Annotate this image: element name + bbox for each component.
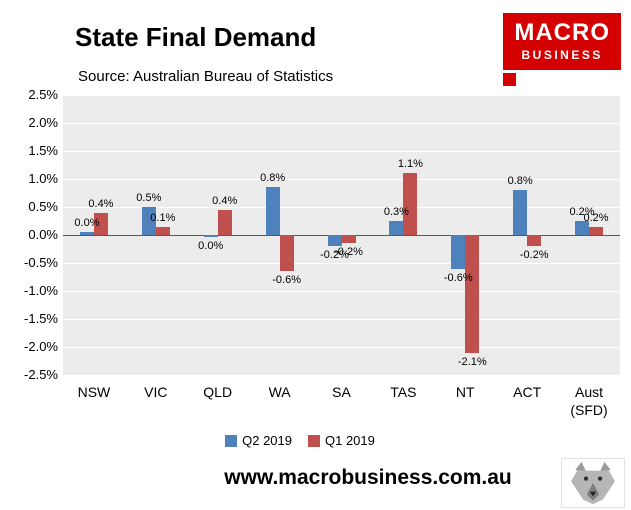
- y-tick-label: 1.5%: [28, 143, 58, 158]
- x-axis: NSW VIC QLD WA SA TAS NT ACT Aust (SFD): [63, 383, 620, 423]
- plot-area: 0.0% 0.5% 0.0% 0.8% -0.2% 0.3% -0.6% 0.8% 0.2% 0.…: [63, 94, 620, 376]
- bar-value-label: 0.0%: [198, 239, 224, 252]
- bar-q1-2019-vic: [155, 226, 170, 235]
- bar-q2-2019-vic: [141, 207, 156, 235]
- x-category-label: TAS: [390, 384, 417, 400]
- y-tick-label: -2.0%: [24, 339, 58, 354]
- bar-value-label: -0.6%: [443, 271, 473, 284]
- bar-value-label: 0.2%: [569, 206, 595, 218]
- bar-q1-2019-nt: [465, 235, 480, 353]
- bar-q1-2019-act: [527, 235, 542, 247]
- y-tick-label: -1.5%: [24, 311, 58, 326]
- x-category-label: SA: [332, 384, 351, 400]
- legend: Q2 2019 Q1 2019: [0, 433, 600, 448]
- logo-main-block: MACRO BUSINESS: [503, 13, 621, 70]
- x-category-label: NT: [455, 384, 475, 400]
- bar-value-label: 0.5%: [136, 192, 162, 204]
- bar-value-label: -0.2%: [320, 249, 349, 262]
- gridline: [63, 206, 620, 208]
- bar-value-label: -0.2%: [519, 249, 549, 262]
- gridline: [63, 374, 620, 376]
- logo-red-square: [503, 73, 517, 86]
- bar-value-label: 0.0%: [74, 217, 100, 230]
- x-category-label: NSW: [77, 384, 111, 400]
- chart-subtitle: Source: Australian Bureau of Statistics: [78, 68, 334, 85]
- bar-value-label: 0.8%: [507, 175, 533, 188]
- x-category-label: ACT: [513, 384, 542, 400]
- y-tick-label: 0.0%: [28, 227, 58, 242]
- legend-swatch-q1-icon: [308, 434, 320, 447]
- gridline: [63, 150, 620, 152]
- footer-website-link[interactable]: www.macrobusiness.com.au: [224, 466, 512, 489]
- bar-q2-2019-qld: [203, 235, 218, 237]
- bar-q1-2019-wa: [279, 235, 294, 272]
- gridline: [63, 290, 620, 292]
- bar-value-label: 0.2%: [583, 211, 609, 224]
- logo-text-business: BUSINESS: [521, 48, 603, 62]
- x-category-label: Aust (SFD): [570, 384, 608, 419]
- bar-q1-2019-aust: [589, 226, 604, 235]
- legend-label-q2: Q2 2019: [242, 433, 292, 448]
- bar-value-label: 0.3%: [383, 206, 409, 218]
- y-tick-label: -2.5%: [24, 367, 58, 382]
- macrobusiness-logo: MACRO BUSINESS: [503, 13, 621, 86]
- bar-q2-2019-nt: [451, 235, 466, 269]
- bar-q2-2019-aust: [575, 221, 590, 235]
- x-category-label: QLD: [203, 384, 233, 400]
- y-tick-label: 2.0%: [28, 115, 58, 130]
- legend-swatch-q2-icon: [225, 434, 238, 447]
- y-tick-label: -0.5%: [24, 255, 58, 270]
- x-category-label: VIC: [144, 384, 168, 400]
- bar-value-label: -2.1%: [457, 355, 487, 368]
- bar-value-label: 1.1%: [397, 158, 423, 171]
- chart-title: State Final Demand: [75, 22, 317, 52]
- wolf-logo-icon: [561, 458, 625, 508]
- gridline: [63, 262, 620, 264]
- gridline: [63, 346, 620, 348]
- bar-value-label: 0.4%: [212, 194, 238, 207]
- gridline: [63, 318, 620, 320]
- bar-value-label: -0.2%: [334, 246, 363, 259]
- legend-item-q2-2019: Q2 2019: [225, 433, 292, 448]
- bar-q1-2019-sa: [341, 235, 356, 244]
- bar-q1-2019-qld: [217, 209, 232, 235]
- y-axis: 2.5% 2.0% 1.5% 1.0% 0.5% 0.0% -0.5% -1.0% -1.5% -…: [0, 87, 58, 382]
- logo-text-macro: MACRO: [514, 19, 610, 46]
- bar-q2-2019-wa: [265, 187, 280, 235]
- bar-value-label: 0.4%: [88, 197, 114, 210]
- legend-label-q1: Q1 2019: [325, 433, 375, 448]
- bar-q1-2019-nsw: [93, 212, 108, 235]
- x-category-label: WA: [268, 384, 291, 400]
- bar-value-label: 0.8%: [260, 172, 286, 185]
- y-tick-label: -1.0%: [24, 283, 58, 298]
- bar-value-label: 0.1%: [150, 211, 176, 224]
- y-tick-label: 0.5%: [28, 199, 58, 214]
- gridline: [63, 94, 620, 96]
- gridline: [63, 178, 620, 180]
- gridline: [63, 122, 620, 124]
- y-tick-label: 2.5%: [28, 87, 58, 102]
- bar-q2-2019-nsw: [79, 232, 94, 235]
- legend-item-q1-2019: Q1 2019: [308, 433, 375, 448]
- bar-value-label: -0.6%: [272, 274, 301, 287]
- bar-q2-2019-sa: [327, 235, 342, 247]
- bar-q1-2019-tas: [403, 173, 418, 235]
- bar-q2-2019-act: [513, 190, 528, 235]
- bar-q2-2019-tas: [389, 221, 404, 235]
- y-tick-label: 1.0%: [28, 171, 58, 186]
- wolf-illustration: [571, 461, 615, 505]
